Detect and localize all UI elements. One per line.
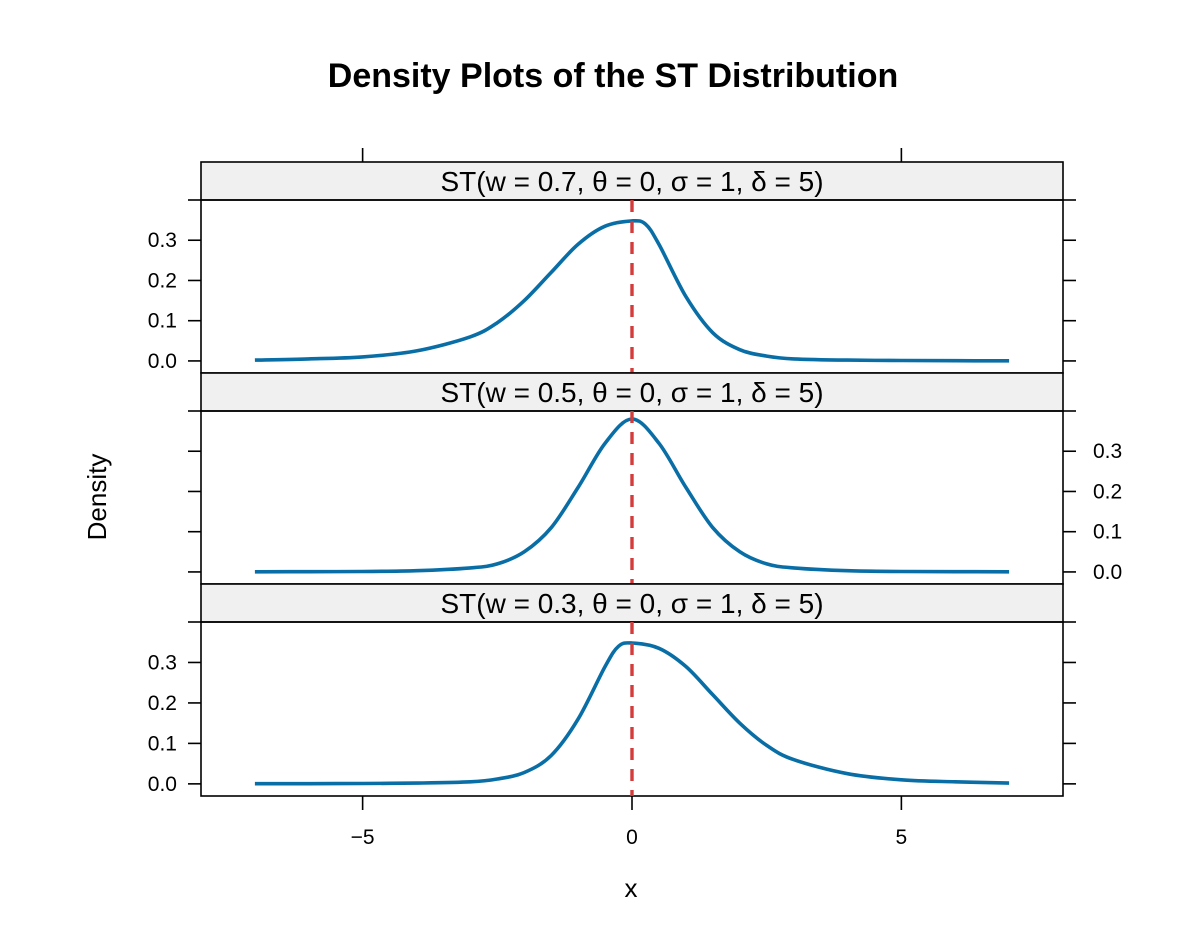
- panel-1: ST(w = 0.7, θ = 0, σ = 1, δ = 5) 0.0 0.1 0.…: [148, 161, 1076, 374]
- y-tick-label: 0.2: [148, 692, 177, 715]
- strip-label: ST(w = 0.3, θ = 0, σ = 1, δ = 5): [440, 588, 823, 619]
- y-tick-label: 0.0: [1093, 561, 1122, 584]
- y-tick-label: 0.0: [148, 350, 177, 373]
- density-line: [254, 218, 1010, 363]
- y-tick-label: 0.2: [1093, 480, 1122, 503]
- strip-label: ST(w = 0.7, θ = 0, σ = 1, δ = 5): [440, 166, 823, 197]
- y-tick-label: 0.1: [148, 732, 177, 755]
- y-axis-title: Density: [82, 454, 112, 541]
- x-tick-label: 0: [626, 826, 638, 849]
- y-tick-label: 0.1: [1093, 521, 1122, 544]
- x-axis-title: x: [625, 873, 638, 903]
- strip-background: [200, 161, 1064, 201]
- panels-layer: ST(w = 0.7, θ = 0, σ = 1, δ = 5) 0.0 0.1 0.…: [148, 148, 1122, 849]
- y-tick-label: 0.2: [148, 269, 177, 292]
- chart-title: Density Plots of the ST Distribution: [328, 57, 898, 95]
- y-tick-label: 0.1: [148, 310, 177, 333]
- y-tick-label: 0.3: [148, 651, 177, 674]
- y-tick-label: 0.0: [148, 773, 177, 796]
- y-tick-label: 0.3: [1093, 440, 1122, 463]
- y-tick-label: 0.3: [148, 229, 177, 252]
- strip-label: ST(w = 0.5, θ = 0, σ = 1, δ = 5): [440, 377, 823, 408]
- panel-3: ST(w = 0.3, θ = 0, σ = 1, δ = 5) 0.0 0.1 0.…: [148, 583, 1076, 797]
- panel-2: ST(w = 0.5, θ = 0, σ = 1, δ = 5) 0.0 0.1 0.…: [188, 372, 1122, 585]
- density-line: [254, 641, 1010, 786]
- x-tick-label: −5: [351, 826, 375, 849]
- x-tick-label: 5: [896, 826, 908, 849]
